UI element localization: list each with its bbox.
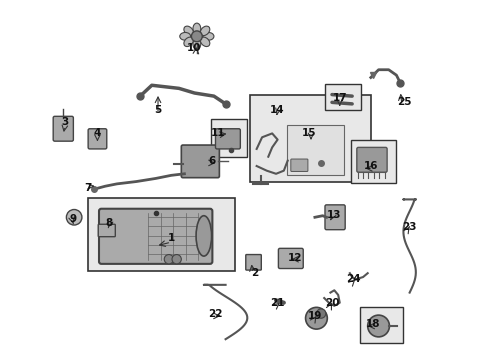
Circle shape [172, 255, 181, 264]
Text: 23: 23 [402, 222, 417, 231]
FancyBboxPatch shape [351, 140, 396, 183]
Text: 14: 14 [270, 105, 285, 115]
FancyBboxPatch shape [325, 205, 345, 230]
Circle shape [368, 315, 390, 337]
FancyBboxPatch shape [181, 145, 220, 178]
Text: 20: 20 [325, 298, 339, 308]
FancyBboxPatch shape [325, 84, 361, 110]
Text: 3: 3 [61, 117, 69, 127]
FancyBboxPatch shape [98, 224, 115, 237]
Circle shape [317, 309, 326, 318]
Text: 21: 21 [270, 298, 285, 308]
Text: 11: 11 [211, 129, 225, 138]
Text: 13: 13 [327, 210, 342, 220]
Text: 12: 12 [288, 253, 303, 263]
FancyBboxPatch shape [88, 129, 107, 149]
Text: 1: 1 [168, 233, 175, 243]
FancyBboxPatch shape [287, 125, 344, 175]
FancyBboxPatch shape [278, 248, 303, 269]
Text: 19: 19 [308, 311, 322, 321]
Ellipse shape [180, 32, 191, 40]
Text: 7: 7 [84, 183, 92, 193]
Circle shape [164, 255, 173, 264]
Circle shape [192, 31, 202, 42]
Text: 9: 9 [69, 214, 76, 224]
Text: 25: 25 [397, 97, 412, 107]
FancyBboxPatch shape [216, 129, 240, 149]
Circle shape [306, 307, 327, 329]
FancyBboxPatch shape [291, 159, 308, 171]
FancyBboxPatch shape [211, 119, 246, 157]
Ellipse shape [196, 216, 212, 256]
Text: 17: 17 [332, 94, 347, 103]
Text: 2: 2 [251, 268, 258, 278]
FancyBboxPatch shape [357, 147, 387, 172]
Ellipse shape [200, 26, 210, 36]
FancyBboxPatch shape [360, 307, 403, 343]
Text: 16: 16 [364, 161, 378, 171]
FancyBboxPatch shape [53, 116, 74, 141]
Text: 18: 18 [366, 319, 380, 329]
Text: 8: 8 [105, 218, 113, 228]
Text: 10: 10 [187, 43, 202, 53]
Text: 15: 15 [301, 129, 316, 138]
FancyBboxPatch shape [250, 95, 371, 181]
Ellipse shape [200, 37, 210, 46]
Ellipse shape [193, 39, 201, 50]
Text: 4: 4 [94, 129, 101, 138]
FancyBboxPatch shape [246, 255, 261, 270]
Ellipse shape [193, 23, 201, 34]
Text: 22: 22 [208, 309, 223, 319]
Text: 24: 24 [346, 274, 361, 284]
FancyBboxPatch shape [88, 198, 235, 271]
Circle shape [66, 210, 82, 225]
Ellipse shape [203, 32, 214, 40]
FancyBboxPatch shape [99, 209, 212, 264]
Text: 5: 5 [154, 105, 162, 115]
Text: 6: 6 [209, 156, 216, 166]
Ellipse shape [184, 37, 194, 46]
Ellipse shape [184, 26, 194, 36]
